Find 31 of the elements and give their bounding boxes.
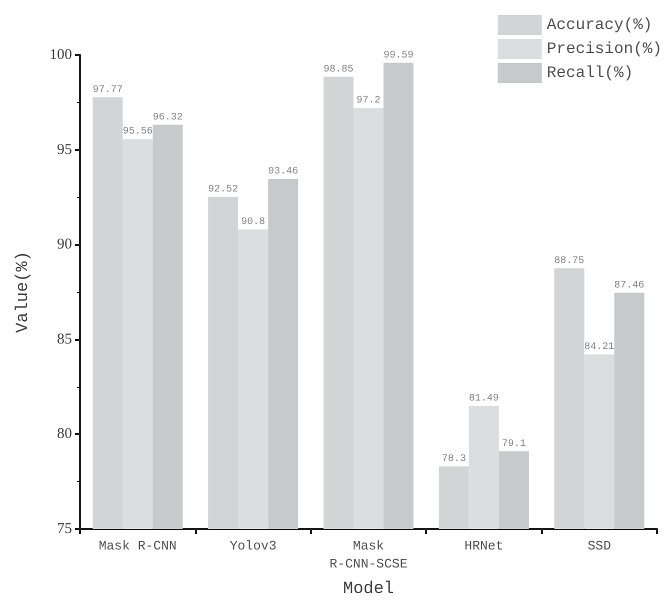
y-tick-label: 85 [57, 331, 72, 348]
y-axis-title: Value(%) [14, 251, 33, 333]
x-tick-label: SSD [588, 538, 612, 554]
data-label: 81.49 [468, 393, 499, 404]
y-tick-label: 95 [57, 142, 72, 158]
data-label: 87.46 [614, 280, 644, 292]
legend-label: Accuracy(%) [546, 16, 652, 34]
legend-label: Precision(%) [546, 40, 662, 58]
legend-label: Recall(%) [546, 64, 634, 82]
data-label: 96.32 [152, 112, 183, 124]
y-tick-label: 90 [57, 236, 72, 253]
y-tick-label: 80 [57, 426, 72, 442]
data-label: 90.8 [241, 216, 266, 228]
data-label: 98.85 [323, 64, 354, 76]
data-label: 84.21 [584, 342, 614, 353]
data-label: 95.56 [122, 126, 153, 138]
x-tick-label: HRNet [464, 538, 504, 554]
x-axis-title: Model [342, 580, 394, 599]
data-label: 79.1 [502, 438, 526, 450]
x-tick-label: Yolov3 [230, 538, 277, 554]
y-tick-label: 75 [57, 521, 72, 537]
data-label: 97.2 [356, 96, 381, 107]
y-tick-label: 100 [50, 47, 72, 63]
x-tick-label: Mask R-CNN [98, 538, 177, 554]
data-label: 78.3 [442, 454, 466, 465]
data-label: 97.77 [92, 84, 123, 96]
data-label: 93.46 [268, 166, 298, 178]
x-tick-label: Mask R-CNN-SCSE [329, 538, 408, 572]
data-label: 99.59 [383, 50, 414, 62]
data-label: 88.75 [554, 256, 584, 267]
data-label: 92.52 [208, 184, 238, 196]
